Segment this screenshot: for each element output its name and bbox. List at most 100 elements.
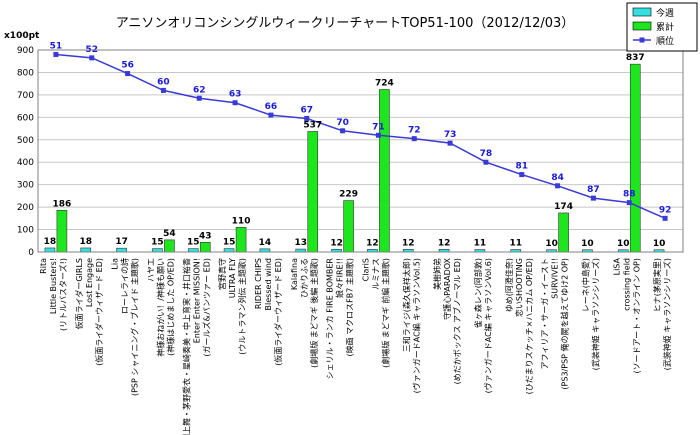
y-tick-label-3: 300	[17, 181, 34, 191]
label-total-3: 54	[163, 229, 176, 239]
rank-marker-5	[232, 100, 238, 106]
label-total-5: 110	[232, 216, 251, 226]
label-rank-17: 92	[659, 205, 672, 215]
label-rank-11: 73	[444, 130, 457, 140]
label-rank-6: 66	[265, 102, 278, 112]
bar-total-0	[56, 209, 68, 253]
label-weekly-2: 17	[115, 237, 128, 247]
label-rank-9: 71	[372, 122, 385, 132]
rank-marker-6	[268, 112, 274, 118]
category-label-0: RitaLittle Busters!(リトルバスターズ!)	[39, 258, 68, 331]
label-total-14: 174	[554, 202, 573, 212]
category-label-15: レーネ(中島愛)(武装神姫 キャラソンシリーズ)	[580, 258, 600, 370]
label-rank-15: 87	[587, 185, 600, 195]
y-axis-ticks: 0 100 200 300 400 500 600 700 800 900	[17, 46, 34, 258]
category-label-16: LiSAcrossing field(ソードアート・オンライン OP)	[612, 257, 641, 373]
rank-marker-13	[519, 172, 525, 178]
bar-total-3	[164, 239, 175, 253]
label-rank-16: 88	[623, 190, 636, 200]
label-total-16: 837	[626, 53, 645, 63]
label-weekly-5: 15	[223, 238, 236, 248]
y-tick-label-5: 500	[17, 136, 34, 146]
y-axis-unit: x100pt	[4, 31, 40, 41]
label-rank-2: 56	[121, 61, 134, 71]
legend-marker-rank	[639, 37, 645, 43]
label-rank-5: 63	[229, 90, 242, 100]
rank-polyline	[55, 53, 666, 220]
y-tick-label-9: 900	[17, 46, 34, 56]
label-rank-0: 51	[50, 41, 63, 51]
label-rank-3: 60	[157, 77, 170, 87]
label-weekly-14: 10	[545, 239, 558, 249]
legend-swatch-weekly	[632, 7, 652, 17]
category-label-9: ClariSルミナス(劇場版 まどマギ 前編 主題歌)	[361, 258, 390, 368]
label-weekly-15: 10	[581, 239, 594, 249]
label-total-9: 724	[375, 79, 394, 89]
label-weekly-4: 15	[187, 238, 200, 248]
label-weekly-8: 12	[330, 238, 343, 248]
label-weekly-10: 12	[402, 238, 415, 248]
label-total-4: 43	[199, 231, 212, 241]
category-label-12: 雀ヶ森レン(阿部敦)(ヴァンガードAC編 キャラソンVol.6)	[473, 258, 493, 393]
rank-marker-11	[447, 140, 453, 146]
label-rank-10: 72	[408, 126, 421, 136]
label-weekly-0: 18	[44, 237, 57, 247]
y-tick-label-6: 600	[17, 113, 34, 123]
y-tick-label-2: 200	[17, 203, 34, 213]
label-weekly-13: 11	[509, 239, 522, 249]
rank-marker-10	[411, 136, 417, 142]
label-total-0: 186	[53, 199, 72, 209]
plot-frame	[37, 49, 684, 253]
bar-weekly-0	[44, 247, 56, 253]
rank-marker-15	[590, 195, 596, 201]
y-tick-label-4: 400	[17, 158, 34, 168]
legend-label-total: 累計	[656, 21, 674, 33]
rank-marker-3	[160, 87, 166, 93]
bar-weekly-1	[80, 247, 92, 253]
label-total-7: 537	[303, 120, 322, 130]
bar-total-5	[235, 227, 247, 253]
rank-marker-2	[125, 71, 131, 77]
chart-title: アニソンオリコンシングルウィークリーチャートTOP51-100（2012/12/…	[116, 16, 575, 31]
label-weekly-11: 12	[438, 238, 451, 248]
rank-marker-14	[555, 183, 561, 189]
label-rank-13: 81	[515, 162, 528, 172]
label-weekly-3: 15	[151, 238, 164, 248]
rank-marker-1	[89, 55, 95, 61]
label-weekly-1: 18	[79, 237, 92, 247]
rank-marker-16	[626, 200, 632, 206]
rank-marker-12	[483, 159, 489, 165]
category-label-1: 仮面ライダーGIRLSLost Engage(仮面ライダーウィザード ED)	[74, 258, 104, 366]
category-label-17: ヒナ(茅原実里)(武装神姫 キャラソンシリーズ)	[652, 258, 672, 370]
rank-marker-17	[662, 215, 668, 221]
label-rank-8: 70	[336, 118, 349, 128]
rank-marker-7	[304, 115, 310, 121]
label-weekly-12: 11	[474, 239, 487, 249]
bar-total-4	[199, 242, 211, 253]
bar-total-7	[307, 131, 319, 253]
label-rank-12: 78	[480, 149, 493, 159]
bar-total-16	[629, 63, 641, 253]
category-label-13: ゆめ(阿澄佳奈)恋いSHOOTING(ひだまりスケッチ×ハニカム OP/ED)	[504, 258, 534, 394]
category-labels: RitaLittle Busters!(リトルバスターズ!) 仮面ライダーGIRL…	[39, 257, 672, 435]
bar-weekly-2	[116, 247, 127, 253]
y-tick-label-0: 0	[28, 248, 34, 258]
legend: 今週 累計 順位	[626, 2, 698, 52]
label-weekly-6: 14	[259, 238, 272, 248]
rank-marker-4	[196, 95, 202, 101]
label-rank-4: 62	[193, 85, 206, 95]
category-label-4: 渕上舞・茅野愛衣・星崎奏美・中上育実・井口裕香Enter Enter MISSI…	[181, 258, 211, 435]
bar-total-9	[379, 89, 390, 253]
label-weekly-17: 10	[653, 239, 666, 249]
label-total-8: 229	[339, 190, 358, 200]
category-label-11: 美樹姉弟守護心PARADOX(めだかボックス アブノーマル ED)	[432, 257, 462, 384]
rank-marker-9	[375, 132, 381, 138]
category-label-10: 三和ライジ(森久保祥太郎)(ヴァンガードAC編 キャラソンVol.5)	[401, 258, 421, 393]
legend-label-weekly: 今週	[656, 7, 674, 19]
category-label-2: Liaローレライの詩(PSP シャイニング・ブレイド 主題歌)	[111, 258, 140, 396]
legend-swatch-total	[632, 21, 652, 31]
category-label-6: RIDER CHIPSBlessed wind(仮面ライダーウィザード ED)	[254, 258, 283, 366]
bar-total-8	[343, 200, 354, 253]
bar-weekly-4	[187, 248, 199, 253]
